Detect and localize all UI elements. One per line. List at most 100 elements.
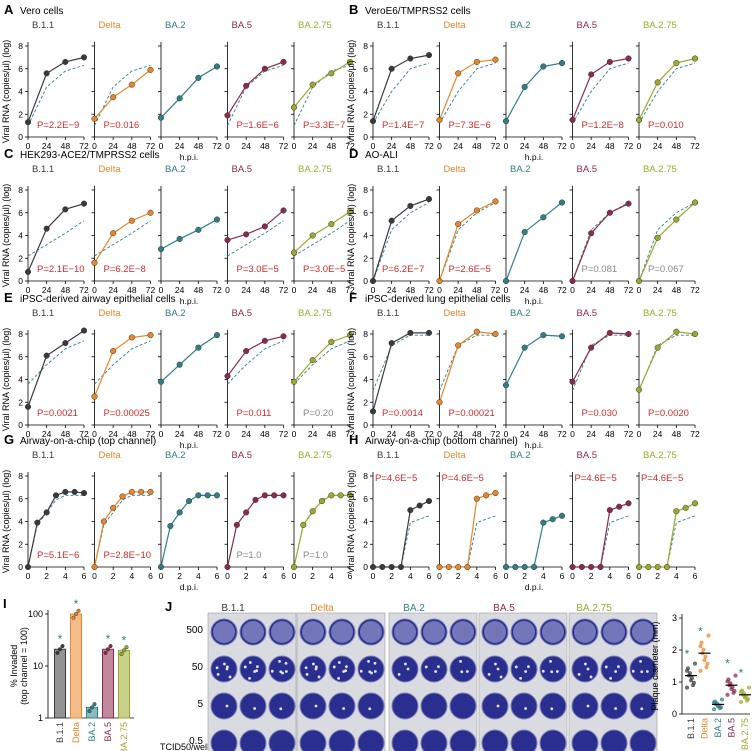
x-tick-label: 0	[292, 571, 297, 581]
plaque	[317, 675, 321, 679]
p-value-BA.5: P=1.2E−8	[582, 120, 624, 131]
data-point-BA.2	[540, 519, 547, 526]
x-tick-label: 24	[453, 141, 463, 151]
plaque-point-B.1.1	[685, 668, 690, 673]
plaque-point-Delta	[699, 640, 704, 645]
reference-line	[227, 340, 284, 385]
data-point-B.1.1	[425, 52, 433, 59]
x-tick-label: 72	[345, 141, 355, 151]
data-point-BA.2	[213, 332, 221, 339]
x-category-BA.5: BA.5	[727, 718, 737, 738]
subplot-A-BA.2: BA.2 0 24 48 72 h.p.i.	[157, 20, 222, 162]
plaque	[541, 669, 545, 673]
x-category-Delta: Delta	[700, 718, 710, 739]
plaque	[270, 669, 274, 673]
plaque	[284, 661, 288, 665]
p-value-B.1.1: P=2.1E−10	[37, 264, 85, 275]
well	[510, 729, 538, 751]
y-tick-label: 4	[363, 231, 368, 241]
data-point-BA.2	[521, 229, 528, 236]
data-point-B.1.1	[407, 329, 414, 336]
y-tick-label: 0	[672, 709, 677, 719]
data-point-Delta	[473, 328, 480, 335]
series-line-B.1.1	[27, 203, 85, 273]
plaque	[496, 704, 500, 708]
panel-label-A: A	[4, 2, 14, 17]
p-value-BA.5: P=0.011	[237, 408, 272, 419]
significance-star: *	[698, 625, 703, 639]
y-tick-label: 2	[363, 397, 368, 407]
plaque	[305, 673, 309, 676]
x-category-BA.5: BA.5	[103, 722, 113, 742]
data-point-BA.5	[569, 563, 576, 571]
x-tick-label: 0	[371, 571, 376, 581]
x-tick-label: 0	[225, 141, 230, 151]
series-line-Delta	[438, 59, 496, 121]
data-point-BA.5	[233, 521, 240, 528]
plaque-point-B.1.1	[689, 678, 694, 683]
subplot-H-BA.5: BA.5 0 2 4 6 P=4.6E−5	[569, 450, 632, 581]
replicate-point-BA.2	[92, 702, 97, 707]
series-title-BA.2.75: BA.2.75	[298, 164, 332, 175]
plaque-field	[242, 621, 264, 643]
x-tick-label: 48	[672, 141, 682, 151]
plaque	[586, 667, 590, 671]
plate-col-label-BA.2: BA.2	[403, 603, 425, 614]
y-tick-label: 100	[28, 609, 43, 619]
x-tick-label: 24	[586, 429, 596, 439]
panel-label-J: J	[165, 599, 172, 614]
panel-title-B: VeroE6/TMPRSS2 cells	[365, 6, 471, 17]
data-point-BA.2	[157, 246, 165, 253]
data-point-B.1.1	[43, 225, 50, 232]
reference-line	[439, 515, 496, 568]
xlabel-G: d.p.i.	[180, 582, 198, 592]
x-tick-label: 6	[560, 571, 565, 581]
well	[600, 692, 628, 720]
data-point-Delta	[91, 259, 98, 266]
data-point-Delta	[455, 221, 462, 228]
reference-line	[372, 62, 430, 124]
panel-label-D: D	[349, 146, 358, 161]
well	[420, 692, 448, 720]
data-point-Delta	[464, 563, 471, 571]
x-tick-label: 0	[371, 141, 376, 151]
y-tick-label: 6	[18, 494, 23, 504]
series-title-BA.2: BA.2	[510, 308, 531, 319]
series-line-BA.2	[160, 494, 217, 568]
x-tick-label: 48	[194, 285, 204, 295]
x-tick-label: 24	[175, 141, 185, 151]
plaque	[337, 676, 340, 680]
series-line-BA.2.75	[293, 211, 351, 254]
ylabel-D: Viral RNA (copies/µl) (log)	[346, 184, 356, 288]
subplot-H-BA.2.75: BA.2.75 0 2 4 6 P=4.6E−5	[635, 450, 699, 581]
x-tick-label: 0	[570, 429, 575, 439]
plaque-point-BA.5	[725, 679, 730, 684]
y-tick-label: 1	[38, 713, 43, 723]
x-tick-label: 6	[348, 571, 353, 581]
well	[600, 729, 628, 751]
x-tick-label: 48	[605, 285, 615, 295]
x-tick-label: 48	[260, 141, 270, 151]
well	[328, 729, 356, 751]
series-title-BA.5: BA.5	[577, 450, 598, 461]
significance-star: *	[725, 657, 730, 671]
data-point-BA.5	[588, 71, 595, 78]
data-point-Delta	[445, 563, 452, 571]
x-tick-label: 0	[225, 571, 230, 581]
y-tick-label: 2	[363, 109, 368, 119]
x-tick-label: 0	[437, 285, 442, 295]
panel-C: C HEK293-ACE2/TMPRSS2 cells Viral RNA (cop…	[1, 146, 355, 306]
well	[391, 655, 419, 683]
data-point-BA.5	[625, 500, 632, 507]
x-tick-label: 0	[225, 285, 230, 295]
data-point-B.1.1	[425, 329, 433, 336]
data-point-BA.5	[224, 373, 231, 380]
data-point-BA.2.75	[654, 79, 661, 86]
panel-title-F: iPSC-derived lung epithelial cells	[365, 294, 511, 305]
p-value-Delta: P=2.6E−5	[449, 264, 491, 275]
x-tick-label: 0	[637, 571, 642, 581]
data-point-BA.2	[512, 563, 519, 571]
plaque	[255, 669, 259, 673]
plaque	[487, 673, 491, 676]
